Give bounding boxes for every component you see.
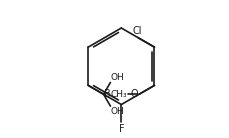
Text: CH₃: CH₃ (111, 90, 127, 99)
Text: F: F (119, 124, 124, 134)
Text: O: O (131, 89, 138, 99)
Text: OH: OH (111, 107, 125, 116)
Text: Cl: Cl (132, 26, 142, 35)
Text: B: B (104, 89, 111, 99)
Text: OH: OH (111, 73, 125, 82)
